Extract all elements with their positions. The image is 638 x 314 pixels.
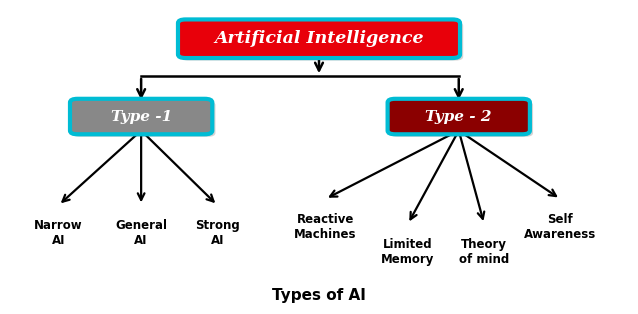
FancyBboxPatch shape	[181, 22, 463, 61]
Text: Limited
Memory: Limited Memory	[382, 238, 434, 266]
FancyBboxPatch shape	[388, 99, 530, 134]
Text: Types of AI: Types of AI	[272, 288, 366, 303]
FancyBboxPatch shape	[70, 99, 212, 134]
FancyBboxPatch shape	[73, 101, 216, 137]
Text: General
AI: General AI	[115, 219, 167, 247]
Text: Type -1: Type -1	[110, 110, 172, 123]
FancyBboxPatch shape	[178, 19, 460, 58]
FancyBboxPatch shape	[391, 101, 533, 137]
Text: Self
Awareness: Self Awareness	[524, 213, 597, 241]
Text: Theory
of mind: Theory of mind	[459, 238, 509, 266]
Text: Strong
AI: Strong AI	[195, 219, 240, 247]
Text: Type - 2: Type - 2	[426, 110, 492, 123]
Text: Artificial Intelligence: Artificial Intelligence	[214, 30, 424, 47]
Text: Narrow
AI: Narrow AI	[34, 219, 83, 247]
Text: Reactive
Machines: Reactive Machines	[294, 213, 357, 241]
